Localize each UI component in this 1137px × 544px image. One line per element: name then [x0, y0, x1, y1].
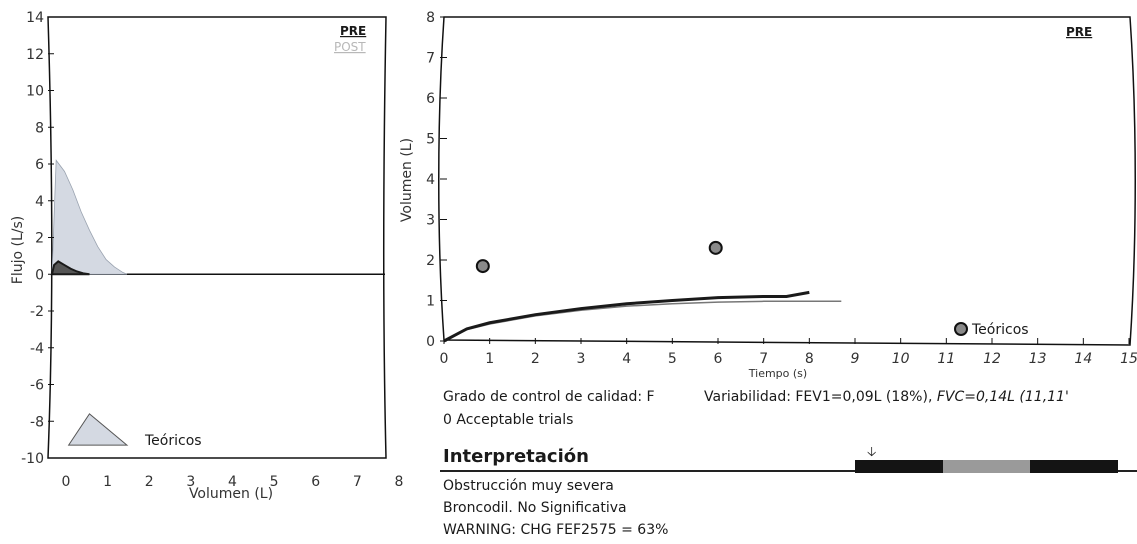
interpretation-line-1: Obstrucción muy severa	[443, 478, 614, 494]
interpretation-line-2: Broncodil. No Significativa	[443, 500, 627, 516]
fv-ytick-label: 2	[35, 231, 44, 247]
vt-predicted-point	[708, 240, 723, 255]
fv-ytick-label: -4	[30, 341, 44, 357]
vt-xtick-label: 10	[892, 351, 910, 367]
vt-xtick-label: 12	[983, 351, 1001, 367]
fv-ytick-label: -8	[30, 414, 44, 430]
vt-xtick-label: 9	[851, 351, 860, 367]
fv-plot-border	[47, 16, 387, 459]
fv-ytick-label: 0	[35, 267, 44, 283]
variability-fvc: FVC=0,14L (11,11'	[936, 389, 1069, 405]
fv-ytick-label: -2	[30, 304, 44, 320]
fv-xtick-label: 6	[311, 474, 320, 490]
fv-xlabel: Volumen (L)	[189, 486, 273, 502]
fv-ytick-label: 4	[35, 194, 44, 210]
vt-xtick-label: 6	[714, 351, 723, 367]
vt-pre-line	[443, 290, 810, 343]
vt-xtick-label: 2	[531, 351, 540, 367]
vt-predicted-point	[475, 259, 490, 274]
fv-predicted-inspiratory	[67, 413, 129, 446]
quality-grade: Grado de control de calidad: F	[443, 389, 655, 405]
vt-xtick-label: 13	[1029, 351, 1047, 367]
vt-xtick-label: 4	[622, 351, 631, 367]
vt-xtick-label: 0	[440, 351, 449, 367]
vt-xtick-label: 1	[485, 351, 494, 367]
vt-xtick-label: 8	[805, 351, 814, 367]
acceptable-trials: 0 Acceptable trials	[443, 412, 574, 428]
fv-ytick-label: -6	[30, 378, 44, 394]
severity-segment-2	[943, 460, 1030, 473]
fv-xtick-label: 7	[353, 474, 362, 490]
fv-ytick-label: -10	[21, 451, 44, 467]
vt-ytick-label: 6	[426, 91, 435, 107]
vt-ytick-label: 8	[426, 10, 435, 26]
fv-pre-curve	[50, 260, 90, 276]
fv-xtick-label: 5	[270, 474, 279, 490]
fv-xtick-label: 0	[62, 474, 71, 490]
fv-predicted-area	[51, 159, 128, 275]
vt-ylabel: Volumen (L)	[399, 138, 415, 222]
fv-xtick-label: 3	[186, 474, 195, 490]
fv-ytick-label: 8	[35, 120, 44, 136]
vt-ytick-label: 2	[426, 253, 435, 269]
vt-legend-pre: PRE	[1066, 25, 1092, 39]
variability-text: Variabilidad: FEV1=0,09L (18%), FVC=0,14…	[704, 389, 1069, 405]
vt-ytick-label: 5	[426, 132, 435, 148]
vt-plot-border	[438, 16, 1136, 346]
interpretation-divider	[440, 470, 1137, 472]
vt-ytick-label: 1	[426, 294, 435, 310]
fv-ylabel: Flujo (L/s)	[10, 216, 26, 284]
vt-xtick-label: 5	[668, 351, 677, 367]
fv-xtick-label: 8	[395, 474, 404, 490]
vt-ytick-label: 3	[426, 213, 435, 229]
fv-ytick-label: 6	[35, 157, 44, 173]
vt-xtick-label: 11	[937, 351, 955, 367]
vt-xtick-label: 3	[577, 351, 586, 367]
severity-segment-1	[855, 460, 943, 473]
fv-legend-pre: PRE	[340, 24, 366, 38]
vt-annotation-marker	[954, 322, 968, 336]
vt-xtick-label: 14	[1074, 351, 1092, 367]
severity-segment-3	[1030, 460, 1118, 473]
variability-fev1: Variabilidad: FEV1=0,09L (18%),	[704, 389, 937, 405]
fv-ytick-label: 10	[26, 84, 44, 100]
fv-annotation-teoricos: Teóricos	[144, 433, 202, 449]
interpretation-title: Interpretación	[443, 446, 589, 467]
vt-xtick-label: 7	[759, 351, 768, 367]
vt-xlabel: Tiempo (s)	[748, 367, 807, 380]
vt-annotation-teoricos: Teóricos	[971, 322, 1029, 338]
vt-xtick-label: 15	[1120, 351, 1137, 367]
severity-marker-icon: 🡣	[867, 445, 877, 460]
fv-ytick-label: 12	[26, 47, 44, 63]
fv-legend-post: POST	[334, 40, 366, 54]
vt-ytick-label: 0	[426, 334, 435, 350]
fv-ytick-label: 14	[26, 10, 44, 26]
fv-xtick-label: 2	[145, 474, 154, 490]
fv-xtick-label: 4	[228, 474, 237, 490]
vt-ytick-label: 4	[426, 172, 435, 188]
fv-xtick-label: 1	[103, 474, 112, 490]
interpretation-line-3: WARNING: CHG FEF2575 = 63%	[443, 522, 669, 538]
vt-ytick-label: 7	[426, 51, 435, 67]
